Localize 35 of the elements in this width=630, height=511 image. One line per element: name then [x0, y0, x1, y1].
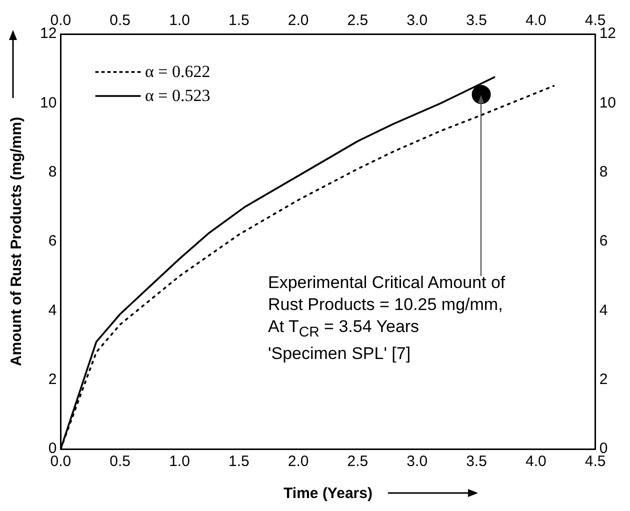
x2-tick-label: 3.0 [406, 12, 428, 30]
y-tick-label: 4 [48, 302, 57, 319]
legend-label: α = 0.523 [145, 86, 210, 106]
x-tick-label: 4.5 [584, 453, 606, 470]
y2-tick-label: 12 [599, 25, 616, 42]
x-tick-label: 2.5 [347, 453, 368, 470]
y2-tick-label: 2 [599, 370, 608, 388]
x2-tick-label: 3.5 [466, 12, 487, 30]
y-tick-label: 8 [48, 163, 57, 180]
x-tick-label: 2.0 [288, 453, 309, 470]
x2-tick-label: 2.5 [347, 12, 368, 30]
annotation: Experimental Critical Amount of Rust Products = 10.25 mg/mm, At T$_{CR}$ = 3.54 Years 'Specimen SPL' [7] [268, 272, 506, 366]
x-tick-label: 3.0 [406, 453, 428, 470]
y-tick-label: 2 [48, 370, 57, 388]
y2-tick-label: 10 [599, 94, 616, 112]
x-tick-label: 0.0 [50, 453, 72, 470]
x2-tick-label: 1.5 [228, 12, 250, 30]
x-tick-label: 3.5 [466, 453, 487, 470]
y2-tick-label: 6 [599, 232, 608, 250]
y2-tick-label: 8 [599, 163, 608, 180]
y2-tick-label: 4 [599, 302, 608, 319]
legend-label: α = 0.622 [145, 62, 210, 82]
x-axis-title: Time (Years) [284, 485, 372, 502]
x2-tick-label: 2.0 [288, 12, 309, 30]
x2-tick-label: 0.5 [110, 12, 131, 30]
y-tick-label: 6 [48, 232, 57, 250]
y-axis-title: Amount of Rust Products (mg/mm) [8, 116, 26, 366]
y-tick-label: 12 [40, 25, 57, 42]
y-tick-label: 10 [40, 94, 57, 112]
x-tick-label: 1.5 [228, 453, 250, 470]
x2-tick-label: 4.0 [525, 12, 546, 30]
x-tick-label: 1.0 [169, 453, 190, 470]
x-tick-label: 0.5 [110, 453, 131, 470]
x-tick-label: 4.0 [525, 453, 546, 470]
x2-tick-label: 1.0 [169, 12, 190, 30]
